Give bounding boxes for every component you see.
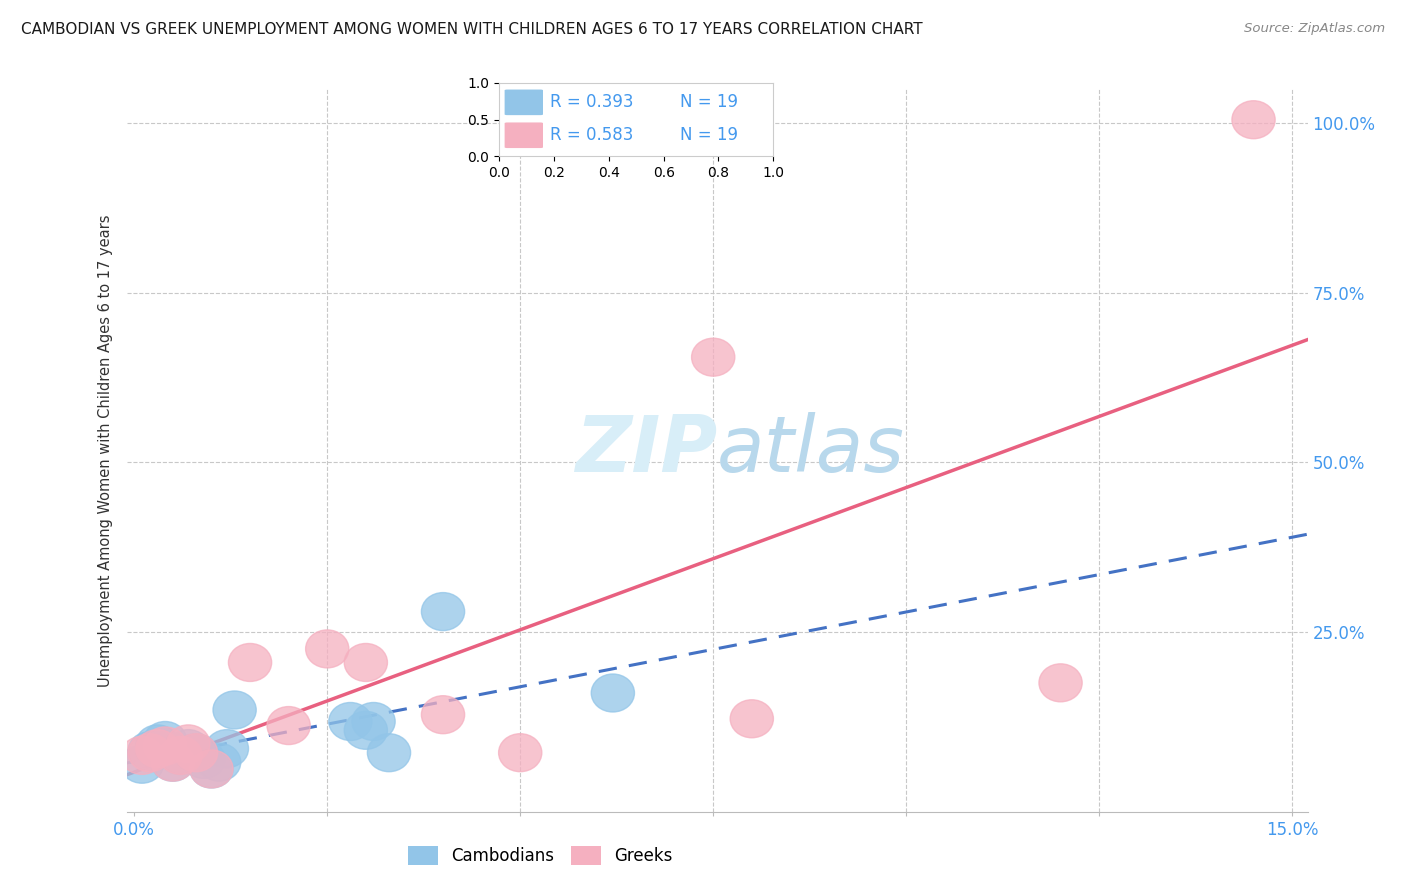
Ellipse shape [1039, 664, 1083, 702]
Text: N = 19: N = 19 [681, 126, 738, 144]
Ellipse shape [692, 338, 735, 376]
Ellipse shape [174, 734, 218, 772]
Ellipse shape [228, 643, 271, 681]
Text: N = 19: N = 19 [681, 93, 738, 111]
Ellipse shape [422, 696, 464, 734]
Ellipse shape [167, 725, 209, 763]
Ellipse shape [329, 703, 373, 740]
Ellipse shape [305, 630, 349, 668]
Legend: Cambodians, Greeks: Cambodians, Greeks [401, 839, 679, 872]
FancyBboxPatch shape [505, 89, 543, 115]
Y-axis label: Unemployment Among Women with Children Ages 6 to 17 years: Unemployment Among Women with Children A… [97, 214, 112, 687]
Ellipse shape [198, 743, 240, 781]
Ellipse shape [730, 700, 773, 738]
Ellipse shape [183, 740, 225, 779]
Ellipse shape [159, 737, 202, 774]
Ellipse shape [190, 750, 233, 788]
Ellipse shape [136, 730, 179, 768]
Text: R = 0.393: R = 0.393 [550, 93, 633, 111]
Text: CAMBODIAN VS GREEK UNEMPLOYMENT AMONG WOMEN WITH CHILDREN AGES 6 TO 17 YEARS COR: CAMBODIAN VS GREEK UNEMPLOYMENT AMONG WO… [21, 22, 922, 37]
Ellipse shape [128, 731, 172, 770]
Ellipse shape [1232, 101, 1275, 139]
Ellipse shape [136, 725, 179, 763]
Ellipse shape [128, 734, 172, 772]
Text: ZIP: ZIP [575, 412, 717, 489]
Ellipse shape [422, 592, 464, 631]
Ellipse shape [267, 706, 311, 745]
Ellipse shape [174, 734, 218, 772]
Text: R = 0.583: R = 0.583 [550, 126, 633, 144]
Ellipse shape [143, 727, 187, 765]
Ellipse shape [205, 730, 249, 768]
Ellipse shape [344, 711, 388, 749]
Ellipse shape [367, 734, 411, 772]
Ellipse shape [167, 730, 209, 768]
Ellipse shape [344, 643, 388, 681]
Ellipse shape [592, 674, 634, 712]
Ellipse shape [499, 734, 541, 772]
Ellipse shape [159, 737, 202, 774]
FancyBboxPatch shape [505, 122, 543, 148]
Ellipse shape [143, 722, 187, 759]
Ellipse shape [190, 750, 233, 788]
Text: Source: ZipAtlas.com: Source: ZipAtlas.com [1244, 22, 1385, 36]
Ellipse shape [121, 737, 163, 774]
Ellipse shape [121, 745, 163, 783]
Ellipse shape [352, 703, 395, 740]
Ellipse shape [152, 743, 194, 781]
Ellipse shape [152, 743, 194, 781]
Ellipse shape [212, 691, 256, 729]
Text: atlas: atlas [717, 412, 905, 489]
